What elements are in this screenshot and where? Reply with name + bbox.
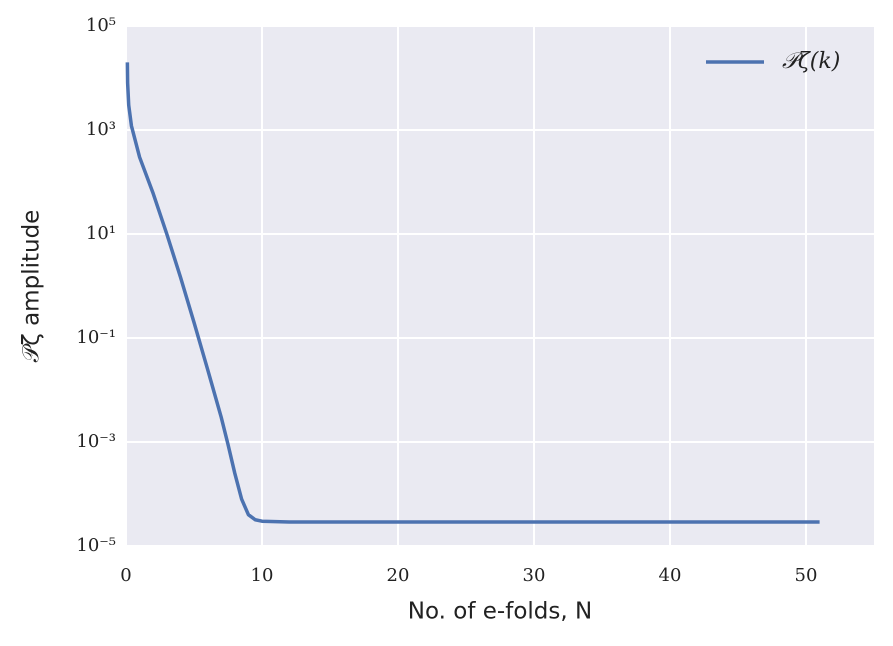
x-tick-label: 50 (795, 565, 818, 586)
y-axis-label: 𝒫ζ amplitude (19, 210, 45, 363)
data-line (125, 62, 820, 524)
x-axis-label: No. of e-folds, N (408, 599, 592, 625)
legend-label: 𝒫ζ(k) (782, 49, 840, 74)
y-tick-label: 10¹ (86, 223, 116, 244)
x-tick-label: 0 (120, 565, 131, 586)
y-tick-label: 10⁻¹ (76, 327, 116, 348)
y-tick-label: 10⁵ (86, 15, 116, 36)
y-tick-label: 10³ (86, 119, 116, 140)
y-tick-label: 10⁻³ (76, 431, 116, 452)
x-tick-label: 30 (523, 565, 546, 586)
plot-area (126, 26, 874, 546)
x-tick-label: 20 (387, 565, 410, 586)
x-tick-label: 40 (659, 565, 682, 586)
x-tick-label: 10 (251, 565, 274, 586)
y-tick-label: 10⁻⁵ (76, 535, 116, 556)
